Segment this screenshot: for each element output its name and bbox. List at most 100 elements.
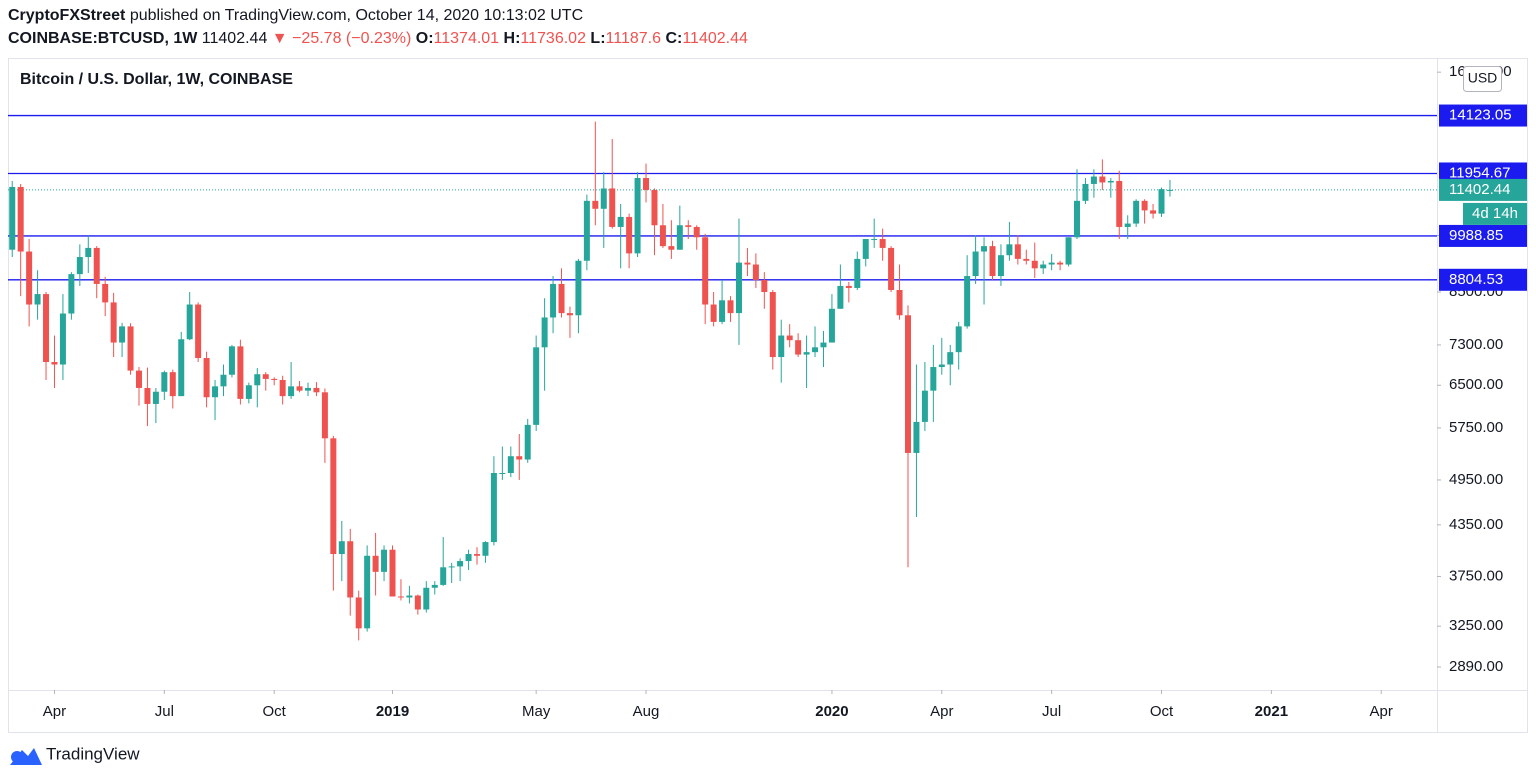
candle-body <box>347 541 354 598</box>
candle-body <box>828 308 835 343</box>
author: CryptoFXStreet <box>8 7 126 24</box>
level-label: 8804.53 <box>1449 271 1503 288</box>
candle-body <box>778 335 785 358</box>
level-label: 9988.85 <box>1449 227 1503 244</box>
candle-body <box>592 200 599 209</box>
currency-button[interactable] <box>1463 66 1502 92</box>
level-label-box <box>1439 224 1527 247</box>
candle-body <box>643 178 650 190</box>
candle-body <box>220 374 227 387</box>
candle-body <box>245 385 252 399</box>
y-tick-label: 3750.00 <box>1449 567 1503 584</box>
candle-body <box>1040 264 1047 269</box>
candle-body <box>34 294 41 305</box>
candle-body <box>178 339 185 397</box>
x-tick-label: Jul <box>155 703 174 720</box>
candle-body <box>786 335 793 341</box>
candle-body <box>1141 200 1148 211</box>
candle-body <box>406 595 413 598</box>
candle-body <box>693 226 700 238</box>
candle-body <box>1124 223 1131 227</box>
x-tick-label: Oct <box>1150 703 1174 720</box>
candle-body <box>634 178 641 254</box>
candle-body <box>161 372 168 392</box>
candle-body <box>862 239 869 259</box>
ohlc-label: C: <box>665 30 682 47</box>
candle-body <box>769 292 776 358</box>
candle-body <box>381 549 388 572</box>
candle-body <box>448 566 455 568</box>
candle-body <box>575 260 582 316</box>
level-label-box <box>1439 104 1527 127</box>
close-value: 11402.44 <box>682 30 748 47</box>
candle-body <box>617 216 624 227</box>
candle-body <box>820 342 827 348</box>
level-label: 11954.67 <box>1449 164 1510 181</box>
open-value: 11374.01 <box>434 30 500 47</box>
candle-body <box>1023 258 1030 261</box>
candle-body <box>288 386 295 397</box>
candle-body <box>313 387 320 393</box>
last-price: 11402.44 <box>202 30 268 47</box>
x-tick-label: Aug <box>633 703 660 720</box>
candle-body <box>499 473 506 475</box>
last-price-label: 11402.44 <box>1449 181 1510 198</box>
candle-body <box>871 239 878 241</box>
candle-body <box>930 367 937 391</box>
candle-body <box>600 188 607 209</box>
candle-body <box>1090 176 1097 184</box>
candle-body <box>482 542 489 556</box>
candle-body <box>947 352 954 365</box>
candle-body <box>1082 183 1089 201</box>
y-tick-label: 2890.00 <box>1449 658 1503 675</box>
candle-body <box>803 352 810 355</box>
y-tick-label: 4350.00 <box>1449 516 1503 533</box>
candle-body <box>330 438 337 555</box>
candle-body <box>583 200 590 261</box>
candle-body <box>854 258 861 288</box>
candle-body <box>414 595 421 610</box>
candle-body <box>119 326 126 343</box>
candle-body <box>203 358 210 398</box>
candle-body <box>228 346 235 375</box>
candle-body <box>68 274 75 314</box>
candle-body <box>1166 189 1173 191</box>
candle-body <box>921 390 928 422</box>
candle-body <box>997 255 1004 277</box>
candle-body <box>735 262 742 314</box>
x-tick-label: Jul <box>1042 703 1061 720</box>
candle-body <box>541 317 548 348</box>
candle-body <box>1048 262 1055 265</box>
candle-body <box>1065 237 1072 265</box>
candle-body <box>254 374 261 386</box>
candle-body <box>271 378 278 380</box>
candle-body <box>955 326 962 353</box>
candle-body <box>51 362 58 365</box>
y-axis: 2890.00 3250.00 3750.00 4350.00 4950.00 5750.… <box>43 63 1512 720</box>
chart-title: Bitcoin / U.S. Dollar, 1W, COINBASE <box>20 71 293 88</box>
candle-body <box>981 246 988 252</box>
currency-label[interactable]: USD <box>1468 70 1498 86</box>
countdown-label: 4d 14h <box>1472 205 1518 222</box>
candle-body <box>304 387 311 391</box>
candle-body <box>17 186 24 252</box>
candle-body <box>964 276 971 327</box>
ohlc-label: H: <box>504 30 521 47</box>
level-label-box <box>1439 268 1527 291</box>
candle-body <box>152 391 159 404</box>
candle-body <box>186 304 193 340</box>
candle-body <box>212 386 219 398</box>
candle-body <box>566 313 573 316</box>
candle-body <box>1014 244 1021 259</box>
symbol: COINBASE:BTCUSD, 1W <box>8 30 198 47</box>
candle-body <box>1116 180 1123 227</box>
candle-body <box>659 225 666 247</box>
candle-body <box>169 372 176 397</box>
candle-body <box>474 554 481 556</box>
candle-body <box>676 225 683 250</box>
candle-body <box>1074 200 1081 238</box>
candle-body <box>558 283 565 314</box>
candle-body <box>262 374 269 379</box>
brand-logo <box>10 748 42 765</box>
